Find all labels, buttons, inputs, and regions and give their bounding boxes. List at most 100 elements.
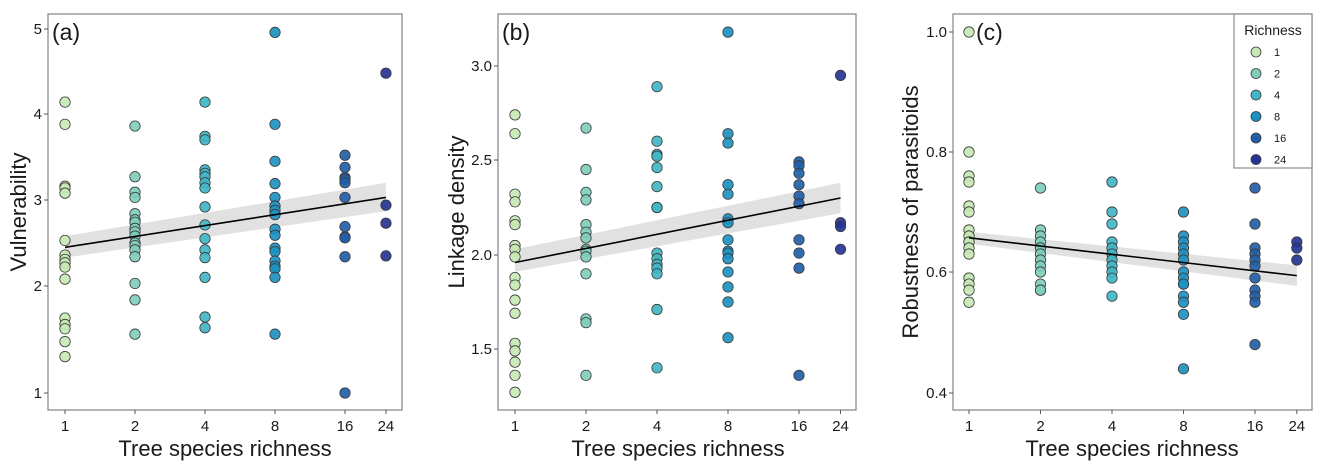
panel-b-x-tick-label: 1 [511,418,519,435]
panel-a-x-tick-label: 2 [131,418,139,435]
data-point [269,229,281,241]
data-point [963,176,975,188]
data-point [339,191,351,204]
panel-b-confidence-band [515,182,841,272]
data-point [509,356,521,368]
data-point [722,128,734,140]
legend-swatch [1250,154,1262,165]
data-point [580,369,592,381]
panel-a-x-tick-label: 16 [337,418,354,435]
panel-c-y-tick-label: 1.0 [926,24,947,41]
data-point [1249,338,1261,351]
data-point [651,150,663,162]
data-point [1106,176,1118,188]
panel-c-y-tick-label: 0.4 [926,385,947,402]
data-point [129,294,141,306]
data-point [269,328,281,340]
data-point [59,351,71,363]
legend-swatch [1250,89,1262,101]
data-point [722,266,734,278]
data-point [1177,206,1190,218]
panel-c-x-tick-label: 1 [965,418,973,435]
data-point [651,201,663,214]
legend-item-label: 1 [1274,47,1280,59]
data-point [509,279,521,291]
data-point [380,217,392,229]
data-point [199,134,211,146]
data-point [580,317,592,329]
data-point [793,247,805,259]
data-point [59,96,71,108]
data-point [269,178,281,190]
data-point [722,281,734,293]
data-point [129,251,141,263]
legend-swatch [1250,68,1262,79]
data-point [651,162,663,174]
data-point [59,261,71,273]
data-point [380,199,392,211]
panel-b-x-tick-label: 24 [832,418,849,435]
data-point [793,167,805,179]
panel-a-regression-line [64,196,387,249]
data-point [793,179,805,191]
data-point [963,146,975,158]
legend-swatch [1250,111,1262,122]
data-point [1177,308,1190,320]
data-point [509,345,521,357]
data-point [339,161,351,173]
data-point [651,268,663,280]
data-point [59,273,71,285]
panel-b-x-tick-label: 8 [724,418,732,435]
data-point [651,135,663,147]
panel-a-frame [47,13,403,411]
panel-c-y-axis-label: Robustness of parasitoids [898,85,923,338]
data-point [1249,272,1261,284]
data-point [129,277,141,290]
data-point [509,109,521,121]
panel-a-x-tick-label: 1 [61,418,69,435]
legend-box [1233,13,1313,169]
panel-b-regression-line [514,197,841,264]
data-point [651,303,663,316]
data-point [651,81,663,93]
data-point [269,246,281,258]
data-point [199,271,211,283]
data-point [199,233,211,245]
data-point [834,220,847,233]
data-point [199,322,211,334]
data-point [129,328,141,340]
data-point [339,387,351,399]
panel-c-x-tick-label: 8 [1179,418,1187,435]
data-point [129,191,141,204]
data-point [793,234,805,246]
data-point [1249,182,1261,194]
data-point [59,336,71,348]
data-point [1177,363,1190,375]
panel-a-y-axis-label: Vulnerability [6,152,31,271]
data-point [580,122,592,134]
panel-a-confidence-band [65,182,386,258]
panel-a-y-tick-label: 5 [34,21,42,38]
legend-item-label: 2 [1274,69,1280,81]
panel-a-y-tick-label: 3 [34,192,42,209]
data-point [580,268,592,280]
data-point [380,250,392,262]
data-point [509,369,521,381]
data-point [1249,218,1261,230]
data-point [651,181,663,193]
panel-b-y-tick-label: 2.5 [471,152,492,169]
data-point [1034,284,1047,296]
panel-c-x-tick-label: 16 [1247,418,1264,435]
data-point [509,386,521,398]
panel-c-label: (c) [976,19,1003,45]
data-point [1106,272,1118,284]
data-point [834,69,847,82]
data-point [722,188,734,200]
panel-a-x-axis-label: Tree species richness [118,436,331,461]
data-point [793,262,805,274]
legend-item-label: 16 [1274,133,1286,145]
panel-b-frame [497,13,857,411]
legend-title: Richness [1244,22,1302,38]
